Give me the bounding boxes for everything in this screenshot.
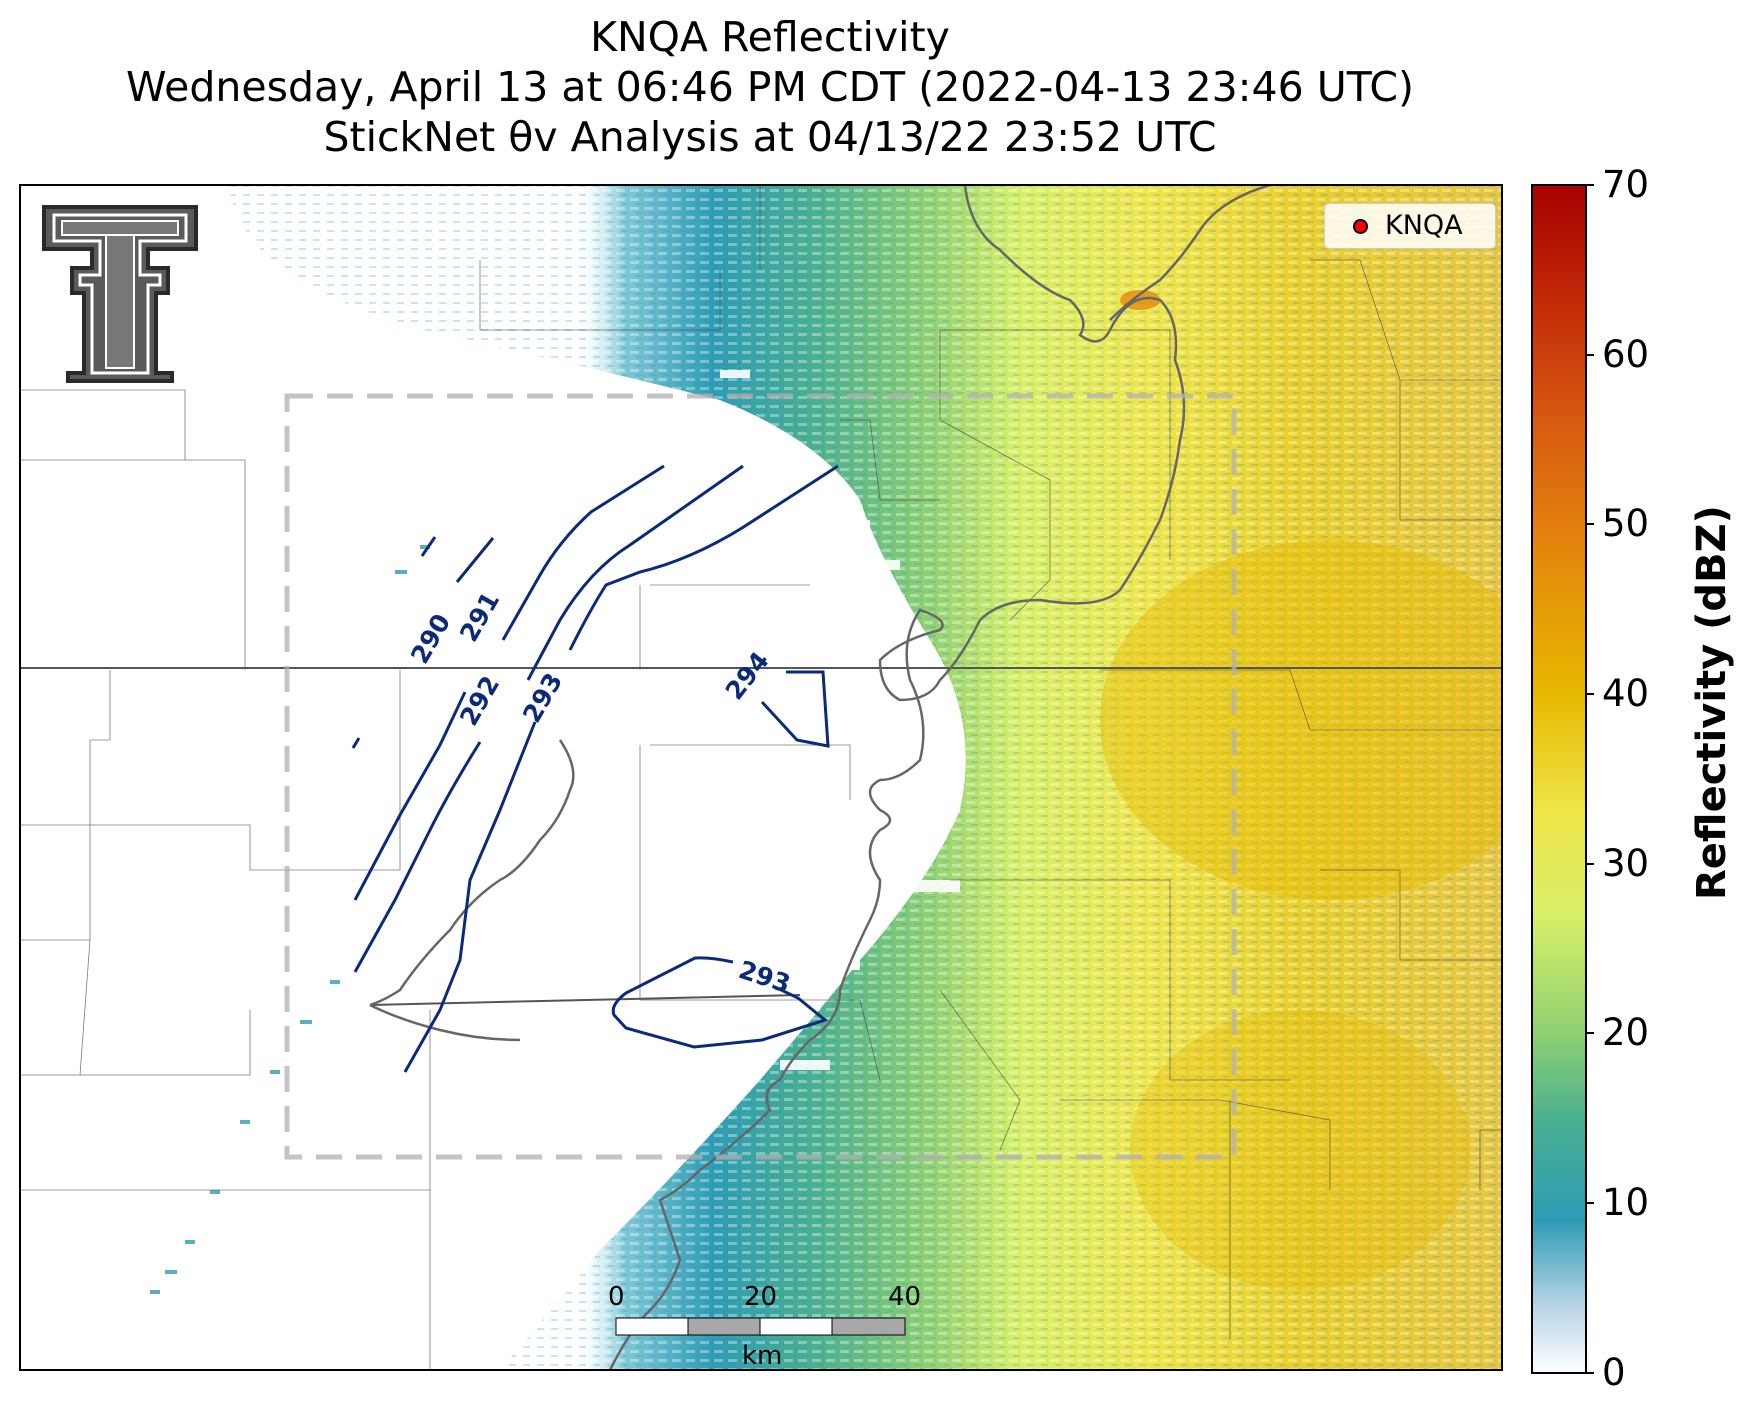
colorbar-tick-20: 20 xyxy=(1602,1011,1650,1054)
scale-tick-0: 0 xyxy=(608,1282,625,1312)
chart-subtitle-analysis: StickNet θv Analysis at 04/13/22 23:52 U… xyxy=(20,114,1520,160)
chart-subtitle-time: Wednesday, April 13 at 06:46 PM CDT (202… xyxy=(126,63,1414,111)
map-frame xyxy=(19,184,1503,1371)
colorbar-tick-50: 50 xyxy=(1602,502,1650,545)
colorbar-tick-60: 60 xyxy=(1602,333,1650,376)
map-area xyxy=(20,185,1502,1370)
reflectivity-core xyxy=(1100,540,1502,900)
chart-title: KNQA Reflectivity xyxy=(590,13,950,61)
scale-tick-20: 20 xyxy=(744,1282,778,1312)
scale-tick-40: 40 xyxy=(888,1282,922,1312)
colorbar-title: Reflectivity (dBZ) xyxy=(1689,505,1735,900)
colorbar-tick-70: 70 xyxy=(1602,163,1650,206)
scale-unit: km xyxy=(742,1341,783,1371)
colorbar-tick-10: 10 xyxy=(1602,1181,1650,1224)
theta-v-contours xyxy=(351,464,839,1073)
scattered-echoes xyxy=(150,545,430,1294)
analysis-title-text: StickNet θv Analysis at 04/13/22 23:52 U… xyxy=(323,113,1217,161)
echo-gaps xyxy=(620,370,960,1070)
contour-line-293 xyxy=(403,464,839,1073)
contour-line-291 xyxy=(353,464,665,901)
analysis-domain-box xyxy=(284,393,1237,1160)
colorbar-tick-0: 0 xyxy=(1602,1351,1626,1394)
contour-line-293-closed xyxy=(611,956,829,1049)
contour-line-292 xyxy=(353,464,744,973)
colorbar-tick-30: 30 xyxy=(1602,842,1650,885)
colorbar-fill xyxy=(1532,185,1586,1373)
radar-site-marker-icon xyxy=(1353,219,1368,234)
scale-bar xyxy=(615,1317,906,1336)
contour-line-294 xyxy=(760,670,830,748)
contour-line-290 xyxy=(351,536,495,749)
texas-tech-logo xyxy=(42,205,198,383)
colorbar-tick-40: 40 xyxy=(1602,672,1650,715)
legend-label: KNQA xyxy=(1385,210,1463,241)
colorbar xyxy=(1531,184,1594,1374)
colorbar-ticks xyxy=(1586,184,1594,1374)
legend: KNQA xyxy=(1324,203,1496,249)
river xyxy=(369,185,1271,1370)
